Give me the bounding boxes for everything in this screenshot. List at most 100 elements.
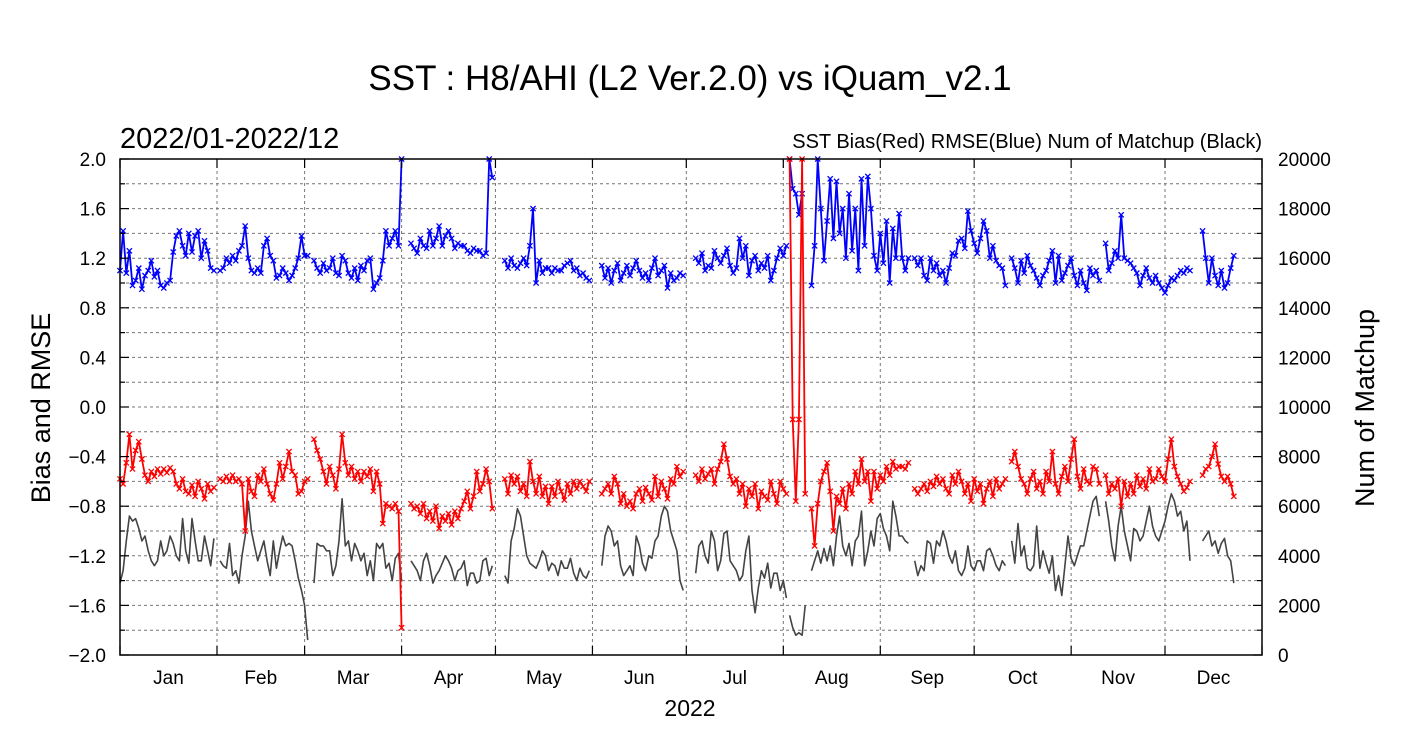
bias-point (276, 459, 283, 466)
bias-point (1146, 465, 1153, 473)
rmse-point (608, 279, 615, 287)
rmse-point (792, 190, 799, 197)
bias-point (630, 505, 637, 512)
bias-point (946, 490, 953, 497)
bias-point (157, 470, 164, 478)
bias-point (285, 448, 293, 455)
bias-point (1174, 473, 1181, 480)
bias-point (1030, 468, 1037, 475)
rmse-point (758, 260, 765, 267)
rmse-point (379, 257, 386, 264)
rmse-point (439, 242, 446, 249)
bias-point (245, 475, 252, 482)
rmse-point (789, 185, 796, 192)
rmse-point (192, 232, 199, 239)
bias-point (642, 484, 649, 491)
bias-point (1093, 465, 1100, 473)
bias-point (292, 472, 299, 479)
rmse-point (892, 255, 899, 262)
bias-point (705, 470, 712, 478)
bias-point (820, 468, 828, 475)
bias-point (282, 463, 289, 470)
bias-point (952, 480, 959, 487)
bias-point (1158, 473, 1165, 480)
bias-point (989, 493, 996, 500)
rmse-point (1089, 272, 1097, 279)
bias-point (273, 480, 280, 487)
rmse-point (267, 252, 274, 259)
bias-point (702, 475, 709, 482)
bias-point (598, 490, 605, 497)
rmse-point (1115, 255, 1122, 262)
bias-point (927, 478, 934, 485)
bias-point (389, 505, 396, 512)
rmse-point (1171, 277, 1178, 284)
bias-point (454, 515, 461, 522)
bias-point (379, 520, 386, 527)
bias-point (792, 498, 799, 505)
rmse-point (508, 255, 515, 262)
matchup-line (788, 605, 806, 637)
rmse-point (680, 272, 687, 279)
bias-line (788, 158, 807, 503)
rmse-point (392, 227, 399, 234)
rmse-point (633, 257, 640, 264)
rmse-line (503, 207, 590, 284)
rmse-point (836, 230, 843, 237)
bias-point (874, 485, 881, 492)
rmse-point (752, 252, 759, 259)
bias-point (676, 473, 684, 480)
rmse-point (533, 279, 540, 287)
bias-point (451, 508, 458, 515)
bias-point (223, 473, 230, 480)
bias-point (264, 480, 271, 487)
bias-point (132, 447, 139, 454)
rmse-point (1077, 267, 1084, 274)
rmse-point (120, 227, 127, 234)
bias-point (329, 472, 336, 479)
matchup-line (810, 500, 909, 571)
bias-point (376, 480, 383, 487)
bias-point (608, 490, 615, 497)
x-tick-label: Apr (434, 668, 464, 689)
bias-point (254, 472, 261, 479)
rmse-point (1230, 252, 1237, 259)
bias-point (179, 475, 186, 482)
rmse-point (1021, 270, 1028, 277)
rmse-point (223, 255, 230, 262)
bias-point (1118, 503, 1125, 510)
bias-point (742, 503, 749, 510)
matchup-line (601, 505, 684, 591)
rmse-point (611, 267, 618, 274)
rmse-point (933, 260, 940, 267)
bias-point (1071, 436, 1078, 443)
bias-point (739, 480, 746, 487)
bias-point (648, 496, 655, 504)
bias-point (270, 496, 277, 504)
rmse-point (467, 250, 474, 257)
rmse-point (226, 260, 233, 267)
rmse-point (839, 205, 846, 212)
bias-point (426, 508, 433, 515)
bias-point (1064, 478, 1072, 485)
rmse-point (905, 255, 912, 262)
rmse-point (1096, 277, 1103, 284)
rmse-point (636, 267, 643, 274)
rmse-point (833, 178, 840, 185)
bias-point (342, 459, 349, 466)
bias-point (758, 488, 765, 495)
rmse-point (767, 277, 774, 284)
rmse-point (745, 272, 752, 279)
rmse-point (285, 277, 293, 284)
rmse-point (201, 237, 208, 244)
rmse-point (395, 242, 402, 249)
bias-point (1161, 478, 1169, 485)
rmse-point (304, 252, 311, 259)
rmse-point (1046, 257, 1053, 264)
bias-point (755, 505, 762, 512)
rmse-point (952, 252, 959, 259)
rmse-point (1043, 267, 1050, 274)
bias-point (714, 465, 721, 473)
rmse-point (742, 242, 749, 249)
bias-point (260, 465, 267, 473)
